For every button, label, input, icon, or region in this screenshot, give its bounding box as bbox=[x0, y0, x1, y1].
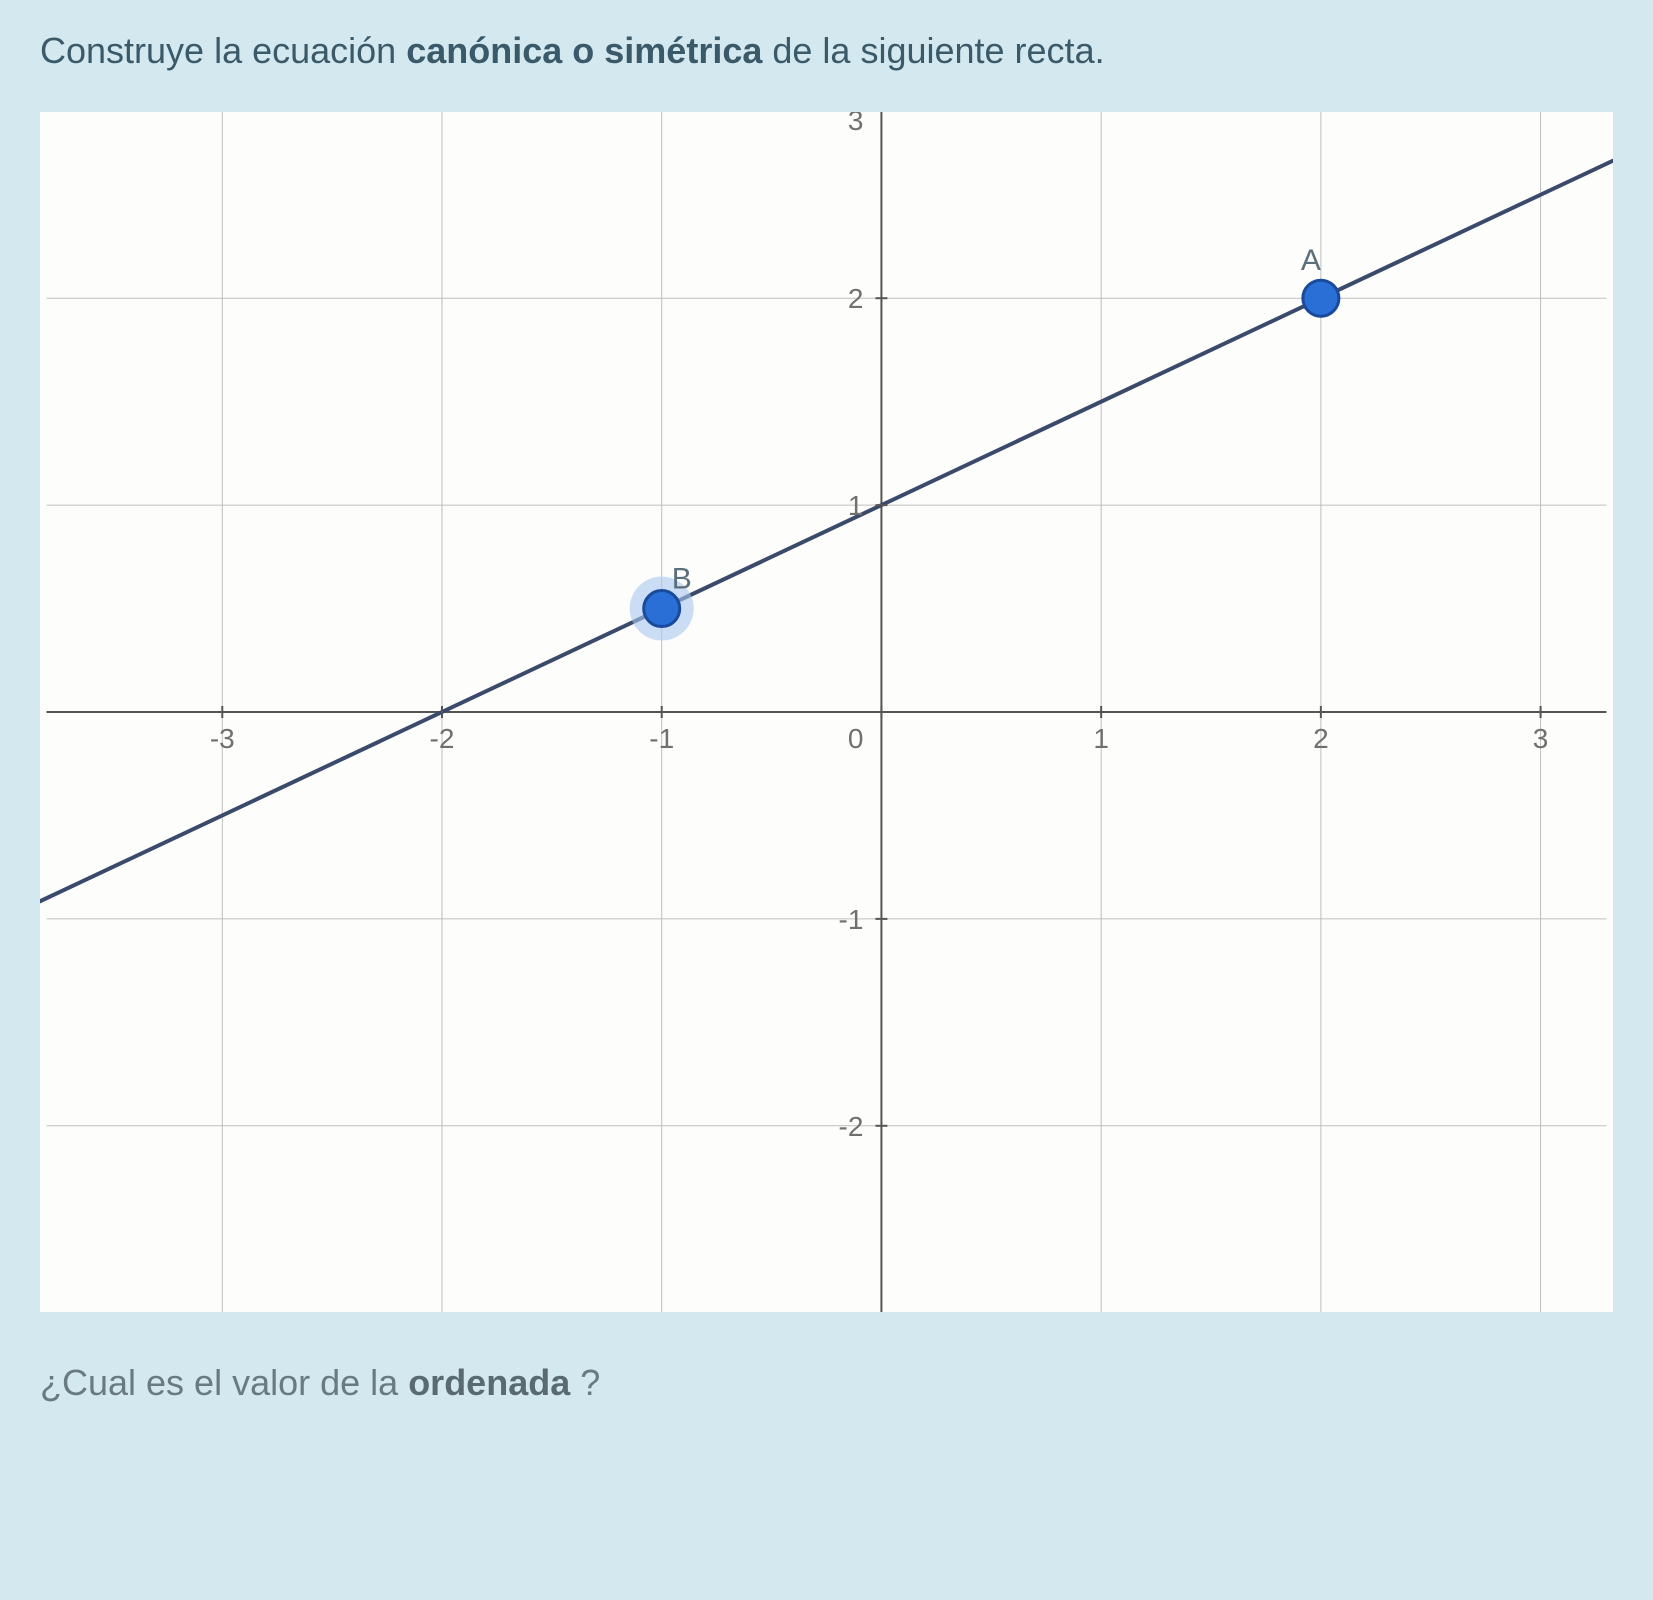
y-tick-label: 2 bbox=[848, 283, 864, 314]
instruction-bold: canónica o simétrica bbox=[406, 30, 762, 71]
point-label-B: B bbox=[672, 563, 692, 596]
instruction-text: Construye la ecuación canónica o simétri… bbox=[40, 30, 1613, 72]
y-tick-label-top: 3 bbox=[848, 112, 864, 136]
x-tick-label: -3 bbox=[210, 723, 235, 754]
point-A[interactable] bbox=[1303, 280, 1339, 316]
point-label-A: A bbox=[1301, 244, 1321, 277]
y-tick-label: -1 bbox=[839, 904, 864, 935]
x-tick-label: -1 bbox=[649, 723, 674, 754]
coordinate-plane-chart: -3 -2 -1 0 1 2 3 -2 -1 1 2 3 A B bbox=[40, 112, 1613, 1312]
point-B[interactable] bbox=[644, 591, 680, 627]
chart-container: -3 -2 -1 0 1 2 3 -2 -1 1 2 3 A B bbox=[40, 112, 1613, 1312]
x-tick-label: 3 bbox=[1533, 723, 1549, 754]
x-tick-label: -2 bbox=[430, 723, 455, 754]
y-tick-label: 1 bbox=[848, 490, 864, 521]
y-tick-label: -2 bbox=[839, 1111, 864, 1142]
x-tick-label: 0 bbox=[848, 723, 864, 754]
question-post: ? bbox=[570, 1362, 600, 1403]
question-pre: ¿Cual es el valor de la bbox=[40, 1362, 408, 1403]
question-bold: ordenada bbox=[408, 1362, 570, 1403]
question-text: ¿Cual es el valor de la ordenada ? bbox=[40, 1362, 1613, 1404]
instruction-pre: Construye la ecuación bbox=[40, 30, 406, 71]
instruction-post: de la siguiente recta. bbox=[762, 30, 1104, 71]
x-tick-label: 1 bbox=[1093, 723, 1109, 754]
x-tick-label: 2 bbox=[1313, 723, 1329, 754]
